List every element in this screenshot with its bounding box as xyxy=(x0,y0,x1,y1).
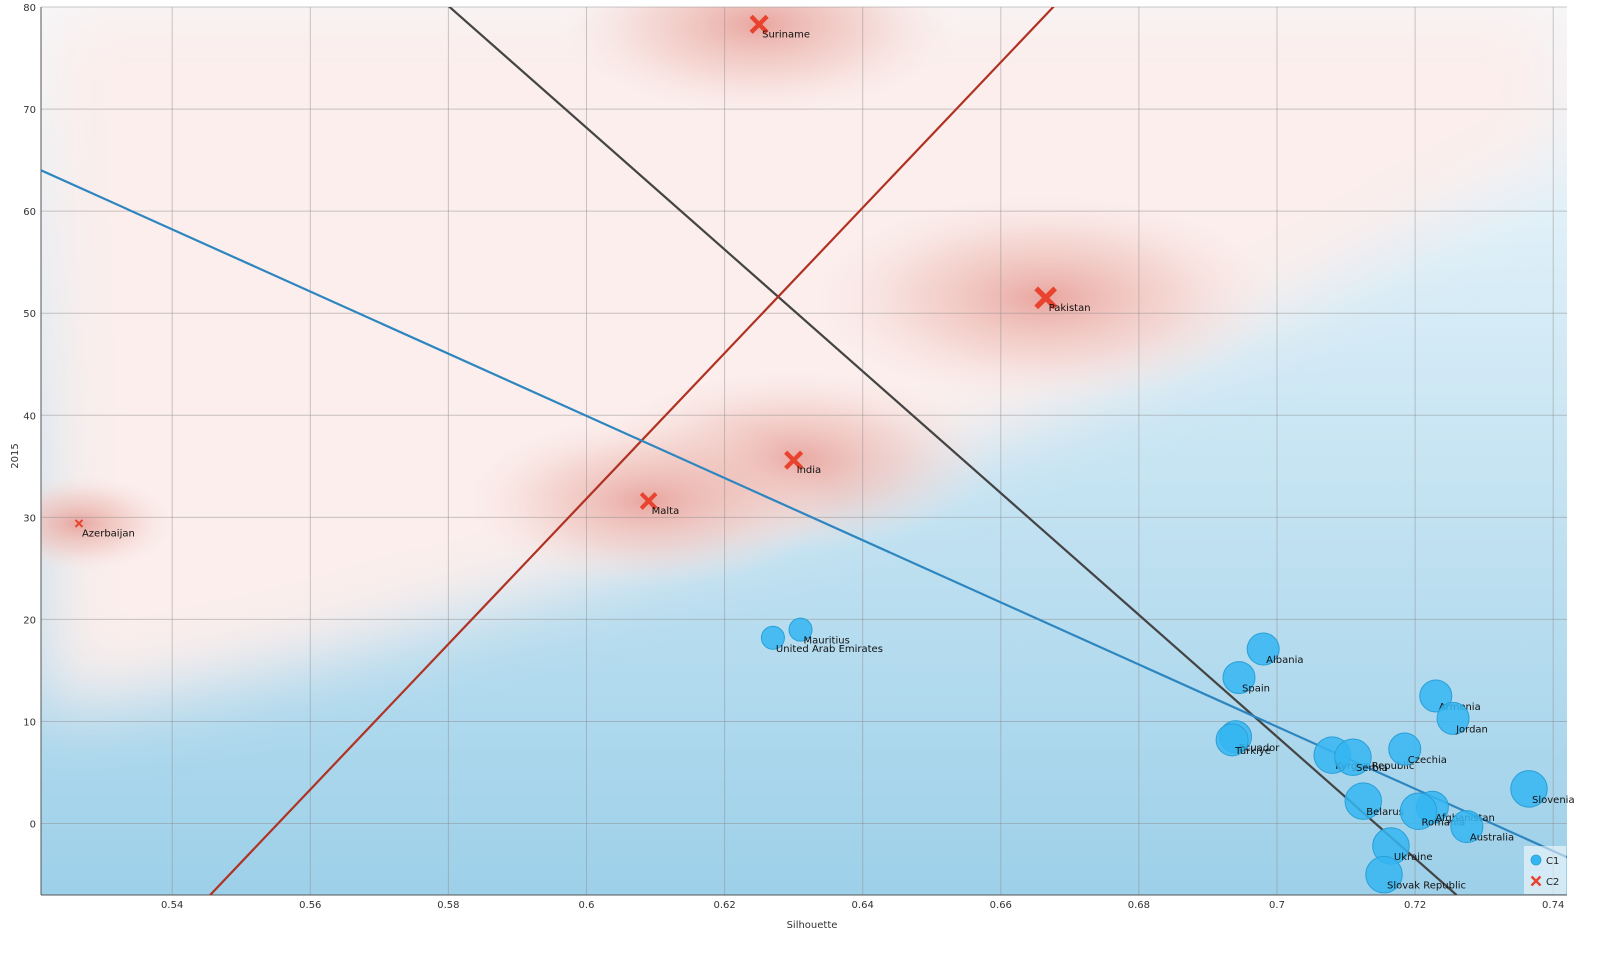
point-label: Australia xyxy=(1470,833,1514,844)
point-label: Azerbaijan xyxy=(82,528,135,539)
c1-point xyxy=(1334,738,1372,776)
c1-point xyxy=(1399,792,1438,831)
c1-point xyxy=(760,625,785,650)
c1-point xyxy=(1365,855,1403,894)
class-probability-background xyxy=(41,7,1567,895)
x-tick-label: 0.58 xyxy=(437,900,459,911)
c1-point xyxy=(1436,701,1470,735)
c1-point xyxy=(1450,810,1484,844)
c2-point xyxy=(74,519,84,528)
point-label: United Arab Emirates xyxy=(776,644,883,655)
y-tick-label: 70 xyxy=(23,105,36,116)
x-axis-title: Silhouette xyxy=(787,920,838,931)
x-tick-label: 0.64 xyxy=(852,900,874,911)
legend-label: C2 xyxy=(1546,877,1559,888)
point-label: Türkiye xyxy=(1234,746,1271,757)
point-label: Spain xyxy=(1242,684,1270,695)
point-label: Czechia xyxy=(1408,755,1447,766)
legend-c2-marker xyxy=(1530,875,1542,887)
c1-point xyxy=(1215,723,1249,757)
point-label: Ukraine xyxy=(1394,852,1433,863)
c2-point xyxy=(784,450,804,470)
c2-point xyxy=(749,14,769,34)
c1-point xyxy=(1246,632,1280,666)
legend-label: C1 xyxy=(1546,856,1559,867)
x-tick-label: 0.54 xyxy=(161,900,183,911)
x-tick-label: 0.6 xyxy=(579,900,595,911)
point-label: India xyxy=(797,465,822,476)
point-label: Albania xyxy=(1266,655,1303,666)
projection-line xyxy=(209,7,1055,895)
y-tick-label: 0 xyxy=(30,820,36,831)
point-label: Jordan xyxy=(1455,724,1488,735)
point-label: Slovenia xyxy=(1532,795,1575,806)
y-tick-label: 40 xyxy=(23,411,36,422)
y-tick-label: 80 xyxy=(23,3,36,14)
c1-point xyxy=(1222,661,1256,695)
c2-point xyxy=(1034,286,1058,310)
x-tick-label: 0.74 xyxy=(1542,900,1564,911)
point-label: Suriname xyxy=(762,29,810,40)
point-label: Pakistan xyxy=(1049,303,1091,314)
x-tick-label: 0.68 xyxy=(1128,900,1150,911)
y-tick-label: 50 xyxy=(23,309,36,320)
point-label: Ecuador xyxy=(1239,743,1281,754)
point-label: Malta xyxy=(652,506,680,517)
x-tick-label: 0.56 xyxy=(299,900,321,911)
x-tick-label: 0.66 xyxy=(990,900,1012,911)
projection-line xyxy=(41,169,1567,859)
c2-point xyxy=(639,492,658,510)
background-c2-density xyxy=(41,474,174,573)
y-tick-label: 30 xyxy=(23,513,36,524)
y-axis-title: 2015 xyxy=(10,443,21,468)
x-tick-label: 0.7 xyxy=(1269,900,1285,911)
background-c2-density xyxy=(559,7,960,116)
c1-point xyxy=(1344,782,1383,820)
legend: C1 C2 xyxy=(1524,846,1566,894)
x-tick-label: 0.62 xyxy=(713,900,735,911)
x-tick-label: 0.72 xyxy=(1404,900,1426,911)
point-label: Romania xyxy=(1422,817,1466,828)
point-label: Kyrgyz Republic xyxy=(1335,761,1414,772)
y-tick-label: 20 xyxy=(23,615,36,626)
point-label: Belarus xyxy=(1366,807,1404,818)
axes: 0.54 0.56 0.58 0.6 0.62 0.64 0.66 0.68 0.7 0.72 0.… xyxy=(23,3,1567,911)
projection-line xyxy=(447,7,1458,895)
legend-box xyxy=(1524,846,1566,894)
c1-point xyxy=(788,617,813,642)
c1-point xyxy=(1388,732,1422,766)
point-label: Mauritius xyxy=(804,636,850,647)
point-label: Serbia xyxy=(1356,763,1388,774)
projection-lines xyxy=(41,7,1567,895)
c1-point xyxy=(1419,679,1453,713)
background-c2-region xyxy=(41,7,1567,712)
y-tick-label: 10 xyxy=(23,717,36,728)
y-tick-label: 60 xyxy=(23,207,36,218)
c1-point xyxy=(1510,770,1548,808)
legend-c1-marker xyxy=(1530,854,1542,866)
point-label: Slovak Republic xyxy=(1387,881,1466,892)
